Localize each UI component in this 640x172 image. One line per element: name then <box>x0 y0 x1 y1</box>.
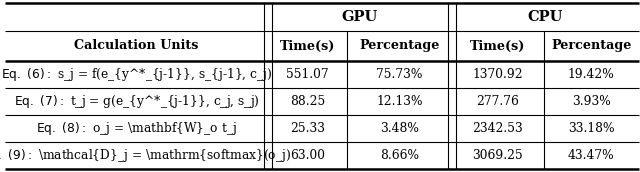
Text: 3.48%: 3.48% <box>380 122 419 135</box>
Text: 551.07: 551.07 <box>286 68 329 81</box>
Text: 3.93%: 3.93% <box>572 95 611 108</box>
Text: 63.00: 63.00 <box>290 149 325 162</box>
Text: 2342.53: 2342.53 <box>472 122 523 135</box>
Text: GPU: GPU <box>342 10 378 24</box>
Text: $\mathrm{Eq.\ (9):}\ $\mathcal{D}_j = \mathrm{softmax}(o_j): $\mathrm{Eq.\ (9):}\ $\mathcal{D}_j = \m… <box>0 147 291 164</box>
Text: 8.66%: 8.66% <box>380 149 419 162</box>
Text: 277.76: 277.76 <box>476 95 519 108</box>
Text: 43.47%: 43.47% <box>568 149 614 162</box>
Text: 12.13%: 12.13% <box>376 95 423 108</box>
Text: 19.42%: 19.42% <box>568 68 614 81</box>
Text: $\mathrm{Eq.\ (6):}\ $s_j = f(e_{y^*_{j-1}}, s_{j-1}, c_j): $\mathrm{Eq.\ (6):}\ $s_j = f(e_{y^*_{j-… <box>1 66 272 83</box>
Text: 75.73%: 75.73% <box>376 68 423 81</box>
Text: 88.25: 88.25 <box>290 95 325 108</box>
Text: Percentage: Percentage <box>359 39 440 52</box>
Text: $\mathrm{Eq.\ (7):}\ $t_j = g(e_{y^*_{j-1}}, c_j, s_j): $\mathrm{Eq.\ (7):}\ $t_j = g(e_{y^*_{j-… <box>13 93 259 110</box>
Text: Time(s): Time(s) <box>470 39 525 52</box>
Text: Calculation Units: Calculation Units <box>74 39 199 52</box>
Text: 25.33: 25.33 <box>290 122 325 135</box>
Text: CPU: CPU <box>527 10 563 24</box>
Text: $\mathrm{Eq.\ (8):}\ $o_j = \mathbf{W}_o t_j: $\mathrm{Eq.\ (8):}\ $o_j = \mathbf{W}_o… <box>36 120 237 137</box>
Text: 1370.92: 1370.92 <box>472 68 523 81</box>
Text: 3069.25: 3069.25 <box>472 149 523 162</box>
Text: Percentage: Percentage <box>551 39 632 52</box>
Text: Time(s): Time(s) <box>280 39 335 52</box>
Text: 33.18%: 33.18% <box>568 122 614 135</box>
